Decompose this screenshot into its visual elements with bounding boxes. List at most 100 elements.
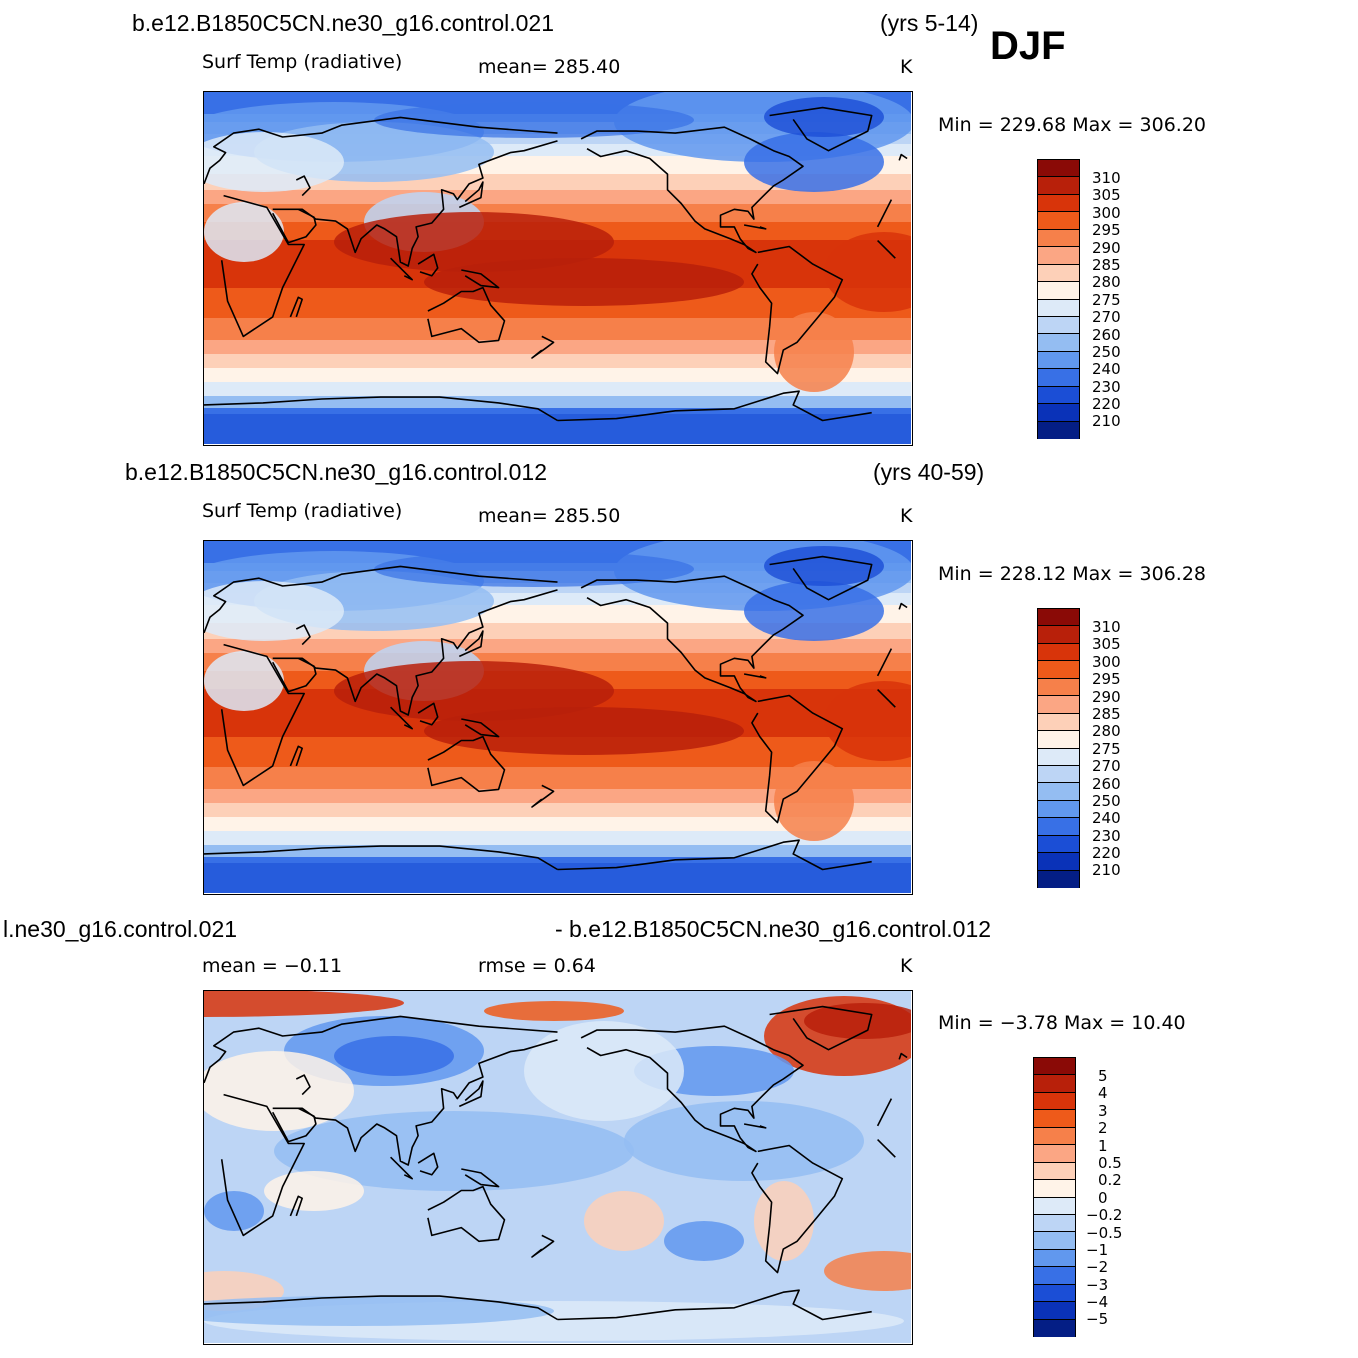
colorbar-swatch	[1038, 783, 1079, 801]
colorbar-label: 305	[1092, 186, 1121, 205]
colorbar-swatch	[1034, 1162, 1075, 1181]
colorbar-label: 300	[1092, 652, 1121, 671]
coastline	[204, 116, 558, 185]
coastline	[204, 565, 558, 634]
colorbar-swatch	[1034, 1058, 1075, 1076]
coastline	[390, 257, 413, 281]
colorbar-swatch	[1034, 1197, 1075, 1215]
panel-3-rmse: rmse = 0.64	[478, 955, 596, 977]
cold-core	[374, 551, 694, 587]
coastline	[295, 1074, 311, 1096]
colorbar-label: 285	[1092, 255, 1121, 274]
colorbar-swatch	[1038, 369, 1079, 387]
colorbar-swatch	[1038, 800, 1079, 819]
colorbar-swatch	[1038, 351, 1079, 370]
temperature-band	[204, 134, 911, 144]
colorbar-label: 310	[1092, 618, 1121, 636]
colorbar-label: 250	[1092, 791, 1121, 810]
colorbar-swatch	[1034, 1302, 1075, 1320]
colorbar-label: −4	[1086, 1293, 1109, 1312]
colorbar-label: 240	[1092, 809, 1121, 828]
colorbar-swatch	[1038, 264, 1079, 283]
colorbar-label: 280	[1092, 273, 1121, 292]
coastline	[461, 1168, 500, 1188]
colorbar-label: 220	[1092, 844, 1121, 863]
colorbar-swatch	[1038, 870, 1079, 888]
cold-core	[374, 102, 694, 138]
colorbar-label: 260	[1092, 325, 1121, 344]
coastline	[204, 396, 558, 422]
colorbar-label: 280	[1092, 722, 1121, 741]
coastline	[743, 224, 767, 230]
coastline	[458, 1080, 484, 1108]
colorbar-swatch	[1038, 678, 1079, 697]
colorbar-swatch	[1038, 421, 1079, 439]
colorbar-label: 290	[1092, 687, 1121, 706]
temperature-anomaly	[204, 581, 344, 641]
colorbar-label: 210	[1092, 861, 1121, 880]
panel-2-mean: mean= 285.50	[478, 505, 621, 527]
panel-3-map	[203, 990, 913, 1345]
colorbar-label: −2	[1086, 1258, 1109, 1277]
colorbar-swatch	[1038, 731, 1079, 749]
colorbar-label: 4	[1098, 1084, 1108, 1103]
temperature-anomaly	[774, 761, 854, 841]
temperature-anomaly	[334, 661, 614, 721]
panel-1-case-title: b.e12.B1850C5CN.ne30_g16.control.021	[132, 10, 554, 36]
colorbar-label: 305	[1092, 635, 1121, 654]
panel-2-map-field	[204, 541, 911, 893]
panel-2-years: (yrs 40-59)	[873, 459, 985, 485]
difference-anomaly	[334, 1036, 454, 1076]
difference-anomaly	[274, 1111, 634, 1191]
colorbar-swatch	[1034, 1214, 1075, 1233]
panel-3-colorbar	[1033, 1057, 1076, 1337]
colorbar-label: 210	[1092, 412, 1121, 431]
temperature-band	[204, 767, 911, 789]
colorbar-swatch	[1038, 229, 1079, 248]
colorbar-swatch	[1034, 1284, 1075, 1303]
coastline	[743, 1123, 767, 1129]
coastline	[427, 286, 506, 344]
difference-anomaly	[484, 1001, 624, 1021]
temperature-anomaly	[424, 258, 744, 306]
temperature-anomaly	[424, 707, 744, 755]
colorbar-label: 220	[1092, 395, 1121, 414]
temperature-anomaly	[334, 212, 614, 272]
coastline	[204, 1295, 558, 1321]
coastline	[204, 1015, 558, 1084]
difference-anomaly	[524, 1021, 684, 1121]
coastline	[531, 1234, 555, 1258]
colorbar-label: 275	[1092, 290, 1121, 309]
coastline	[751, 245, 844, 375]
colorbar-swatch	[1038, 853, 1079, 871]
colorbar-label: −0.2	[1086, 1206, 1123, 1225]
temperature-band	[204, 354, 911, 368]
coastline	[271, 657, 317, 693]
colorbar-label: 290	[1092, 238, 1121, 257]
colorbar-swatch	[1034, 1249, 1075, 1268]
colorbar-swatch	[1034, 1145, 1075, 1163]
coastline	[220, 1093, 305, 1237]
coastline	[769, 555, 873, 601]
coastline	[531, 335, 555, 359]
difference-anomaly	[754, 1181, 814, 1261]
coastline	[751, 694, 844, 824]
colorbar-swatch	[1038, 748, 1079, 766]
coastline	[390, 1156, 413, 1180]
panel-3-colorbar-labels: 5 4 3 2 1 0.5 0.2 0 −0.2 −0.5 −1 −2 −3 −4 −5	[1086, 1067, 1122, 1329]
colorbar-label: 0.5	[1098, 1153, 1122, 1172]
coastline	[289, 1195, 303, 1217]
colorbar-swatch	[1038, 194, 1079, 213]
coastline	[580, 126, 804, 254]
panel-1-mean: mean= 285.40	[478, 56, 621, 78]
colorbar-label: 270	[1092, 308, 1121, 327]
colorbar-label: 2	[1098, 1119, 1108, 1138]
colorbar-swatch	[1038, 404, 1079, 422]
panel-3-case-title-right: - b.e12.B1850C5CN.ne30_g16.control.012	[555, 916, 992, 942]
coastline	[877, 240, 896, 259]
difference-anomaly	[824, 1251, 911, 1291]
coastline	[876, 648, 893, 677]
temperature-anomaly	[744, 132, 884, 192]
coastline	[458, 630, 484, 658]
panel-1-minmax: Min = 229.68 Max = 306.20	[938, 114, 1206, 136]
